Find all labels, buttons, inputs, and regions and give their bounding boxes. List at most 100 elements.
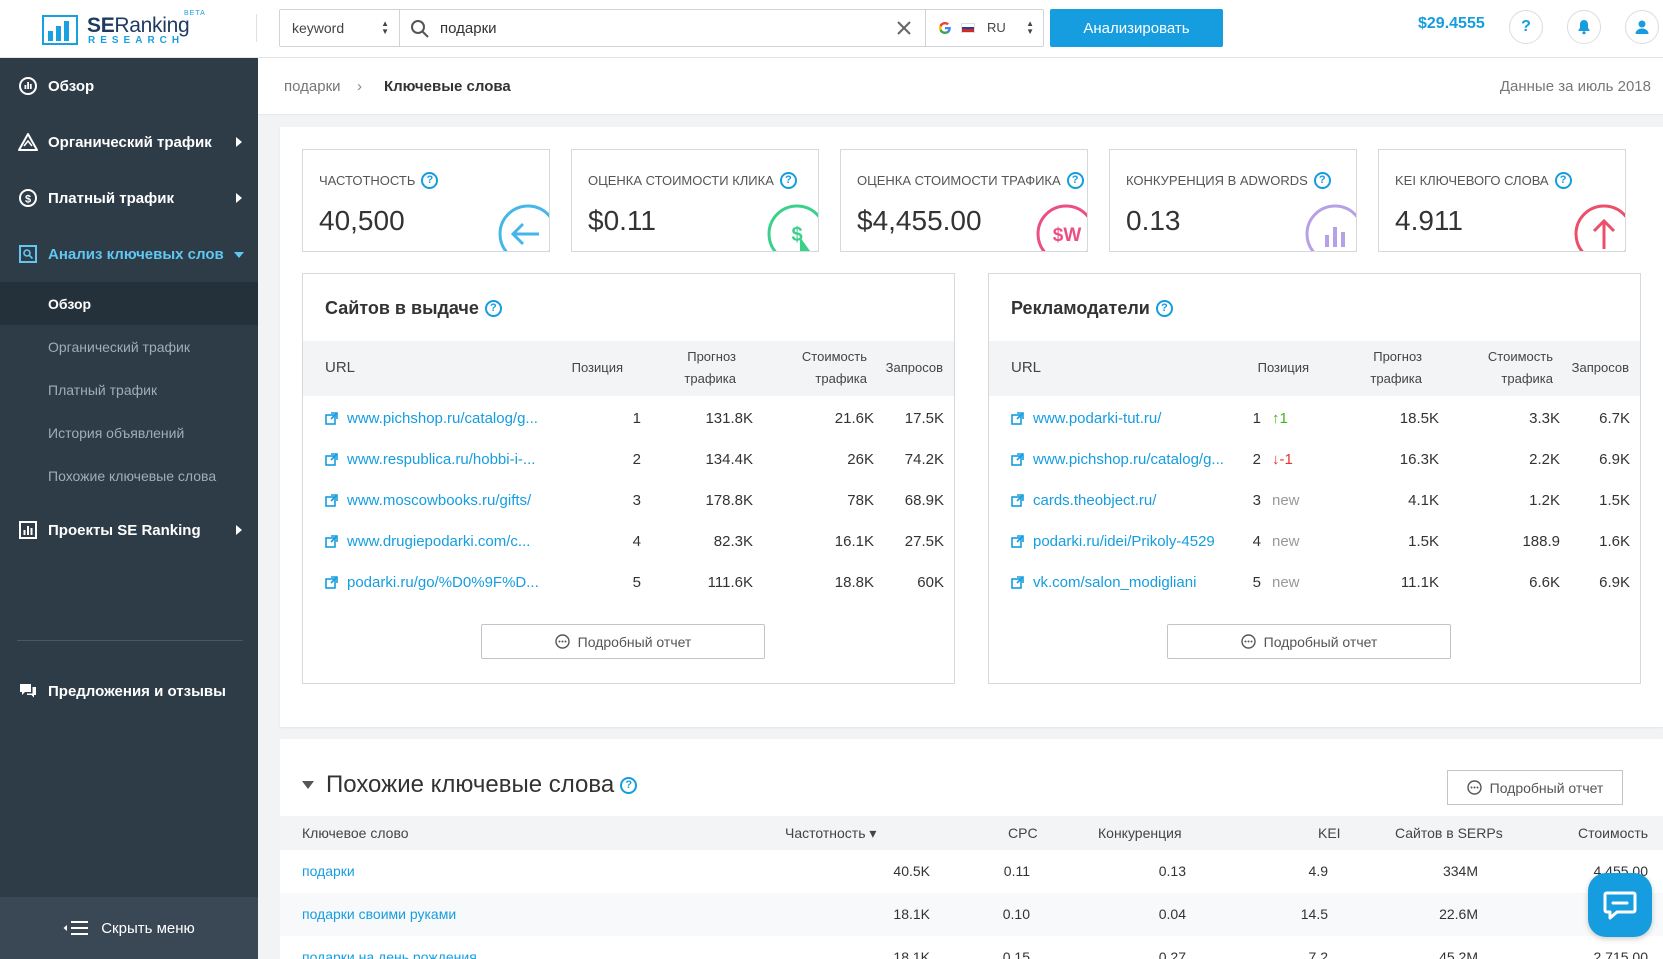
collapse-caret-icon[interactable] [302, 781, 314, 789]
help-icon[interactable]: ? [1066, 172, 1084, 189]
help-icon: ? [1521, 18, 1531, 35]
external-link-icon[interactable] [325, 576, 338, 589]
url-text[interactable]: vk.com/salon_modigliani [1033, 574, 1197, 591]
bar-chart-icon [1305, 204, 1356, 251]
keyword-link[interactable]: подарки [302, 863, 355, 879]
column-header-competition[interactable]: Конкуренция [1098, 825, 1182, 841]
external-link-icon[interactable] [1011, 412, 1024, 425]
chat-widget-button[interactable] [1588, 873, 1652, 937]
column-header-kei[interactable]: KEI [1318, 825, 1341, 841]
box-title: Сайтов в выдаче? [325, 298, 502, 319]
warning-triangle-icon [18, 132, 38, 152]
account-balance[interactable]: $29.4555 [1418, 15, 1485, 32]
help-button[interactable]: ? [1509, 10, 1543, 44]
column-header-cpc[interactable]: CPC [1008, 825, 1038, 841]
column-header-url: URL [1011, 359, 1042, 376]
keyword-link[interactable]: подарки своими руками [302, 906, 457, 922]
site-url-link[interactable]: www.drugiepodarki.com/c... [325, 533, 530, 550]
keyword-link[interactable]: подарки на день рождения [302, 949, 477, 959]
site-url-link[interactable]: cards.theobject.ru/ [1011, 492, 1156, 509]
site-url-link[interactable]: www.pichshop.ru/catalog/g... [1011, 451, 1224, 468]
section-title[interactable]: Похожие ключевые слова ? [302, 771, 638, 799]
updown-icon: ▲ ▼ [381, 19, 389, 36]
cpc-value: 0.15 [1002, 949, 1030, 959]
external-link-icon[interactable] [1011, 494, 1024, 507]
analyze-button[interactable]: Анализировать [1050, 9, 1223, 47]
position-value: 3 [1252, 492, 1261, 509]
site-url-link[interactable]: www.pichshop.ru/catalog/g... [325, 410, 538, 427]
queries-value: 27.5K [904, 533, 944, 550]
sidebar-item-keyword-analysis[interactable]: Анализ ключевых слов [0, 226, 258, 282]
detailed-report-button[interactable]: Подробный отчет [1167, 624, 1451, 659]
sidebar-item-organic[interactable]: Органический трафик [0, 114, 258, 170]
sidebar-item-paid[interactable]: $ Платный трафик [0, 170, 258, 226]
site-url-link[interactable]: www.respublica.ru/hobbi-i-... [325, 451, 535, 468]
sidebar-subitem-organic[interactable]: Органический трафик [48, 338, 190, 355]
sidebar-item-se-ranking-projects[interactable]: Проекты SE Ranking [0, 502, 258, 558]
external-link-icon[interactable] [325, 535, 338, 548]
external-link-icon[interactable] [325, 412, 338, 425]
url-text[interactable]: podarki.ru/go/%D0%9F%D... [347, 574, 539, 591]
url-text[interactable]: www.moscowbooks.ru/gifts/ [347, 492, 532, 509]
external-link-icon[interactable] [325, 494, 338, 507]
url-text[interactable]: www.pichshop.ru/catalog/g... [347, 410, 538, 427]
chevron-right-icon [236, 193, 242, 203]
breadcrumb-root[interactable]: подарки [284, 78, 341, 95]
site-url-link[interactable]: www.moscowbooks.ru/gifts/ [325, 492, 531, 509]
external-link-icon[interactable] [1011, 576, 1024, 589]
detailed-report-button[interactable]: Подробный отчет [481, 624, 765, 659]
site-url-link[interactable]: vk.com/salon_modigliani [1011, 574, 1196, 591]
position-trend: ↑1 [1272, 410, 1288, 427]
column-header-cost[interactable]: Стоимость [1578, 825, 1649, 841]
more-icon [554, 634, 570, 649]
sidebar-subitem-similar-keywords[interactable]: Похожие ключевые слова [48, 467, 217, 484]
help-icon[interactable]: ? [484, 300, 502, 317]
chevron-right-icon [236, 525, 242, 535]
column-header-keyword[interactable]: Ключевое слово [302, 825, 409, 841]
site-url-link[interactable]: www.podarki-tut.ru/ [1011, 410, 1161, 427]
url-text[interactable]: cards.theobject.ru/ [1033, 492, 1157, 509]
table-header: URL Позиция Прогноз трафика Стоимость траф… [303, 341, 954, 396]
help-icon[interactable]: ? [1313, 172, 1331, 189]
url-text[interactable]: www.drugiepodarki.com/c... [347, 533, 531, 550]
sidebar-subitem-paid[interactable]: Платный трафик [48, 381, 158, 398]
column-header-serps[interactable]: Сайтов в SERPs [1395, 825, 1503, 841]
chat-bubbles-icon [18, 681, 38, 701]
sidebar-item-feedback[interactable]: Предложения и отзывы [0, 663, 258, 719]
table-row: www.drugiepodarki.com/c... 4 82.3K 16.1K 27.… [303, 521, 954, 564]
queries-value: 6.7K [1599, 410, 1630, 427]
queries-value: 6.9K [1599, 574, 1630, 591]
url-text[interactable]: www.respublica.ru/hobbi-i-... [347, 451, 536, 468]
help-icon[interactable]: ? [1155, 300, 1173, 317]
column-header-cost: Стоимость трафика [1487, 349, 1553, 386]
search-input[interactable] [440, 10, 890, 46]
url-text[interactable]: podarki.ru/idei/Prikoly-4529 [1033, 533, 1215, 550]
position-value: 4 [1252, 533, 1261, 550]
url-text[interactable]: www.podarki-tut.ru/ [1033, 410, 1162, 427]
url-text[interactable]: www.pichshop.ru/catalog/g... [1033, 451, 1224, 468]
help-icon[interactable]: ? [620, 776, 638, 794]
sidebar-subitem-ad-history[interactable]: История объявлений [48, 424, 185, 441]
position-value: 1 [632, 410, 641, 427]
detailed-report-button[interactable]: Подробный отчет [1447, 770, 1623, 805]
notifications-button[interactable] [1567, 10, 1601, 44]
external-link-icon[interactable] [325, 453, 338, 466]
user-menu-button[interactable] [1625, 10, 1659, 44]
site-url-link[interactable]: podarki.ru/go/%D0%9F%D... [325, 574, 539, 591]
hide-menu-button[interactable]: Скрыть меню [0, 897, 258, 959]
similar-keywords-panel: Похожие ключевые слова ? Подробный отчет… [280, 739, 1663, 959]
sidebar-subitem-overview[interactable]: Обзор [0, 282, 258, 325]
external-link-icon[interactable] [1011, 453, 1024, 466]
help-icon[interactable]: ? [1554, 172, 1572, 189]
help-icon[interactable]: ? [421, 172, 439, 189]
sidebar-item-overview[interactable]: Обзор [0, 58, 258, 114]
se-ranking-logo[interactable]: SERanking RESEARCH BETA [42, 10, 217, 48]
region-select[interactable]: RU ▲ ▼ [925, 10, 1044, 46]
site-url-link[interactable]: podarki.ru/idei/Prikoly-4529 [1011, 533, 1215, 550]
metric-title: КОНКУРЕНЦИЯ В ADWORDS? [1126, 172, 1331, 189]
close-icon[interactable] [894, 18, 914, 38]
external-link-icon[interactable] [1011, 535, 1024, 548]
search-type-select[interactable]: keyword ▲ ▼ [280, 10, 400, 46]
column-header-volume[interactable]: Частотность ▾ [785, 825, 877, 841]
help-icon[interactable]: ? [779, 172, 797, 189]
